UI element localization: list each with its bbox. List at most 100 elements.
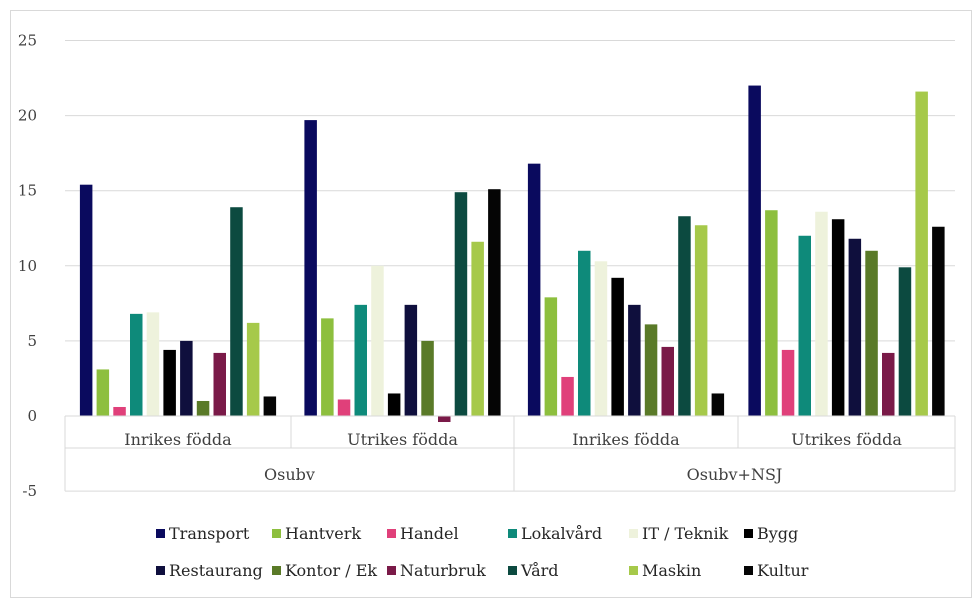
bar-transport bbox=[527, 163, 541, 416]
legend-item: Restaurang bbox=[156, 561, 263, 580]
bar-handel bbox=[113, 406, 126, 416]
bar-handel bbox=[781, 349, 795, 416]
legend-swatch bbox=[387, 529, 396, 538]
legend-swatch bbox=[744, 566, 753, 575]
legend-swatch bbox=[387, 566, 396, 575]
bar-bygg bbox=[163, 349, 176, 416]
bar-naturbruk bbox=[213, 352, 226, 416]
bar-v-rd bbox=[230, 207, 243, 416]
bar-hantverk bbox=[544, 297, 558, 416]
legend: Transport Hantverk Handel Lokalvård IT / Tek… bbox=[156, 524, 809, 580]
bar-restaurang bbox=[848, 238, 862, 416]
bar-kultur bbox=[488, 189, 501, 416]
bar-it-teknik bbox=[146, 312, 160, 416]
legend-label: Lokalvård bbox=[521, 524, 602, 543]
y-tick-label: 5 bbox=[27, 332, 37, 350]
bar-restaurang bbox=[180, 340, 193, 416]
bars bbox=[79, 85, 945, 423]
bar-naturbruk bbox=[661, 346, 674, 416]
legend-label: Vård bbox=[520, 561, 559, 580]
bar-v-rd bbox=[678, 216, 691, 416]
legend-label: Kultur bbox=[757, 561, 809, 580]
bar-transport bbox=[79, 184, 93, 416]
legend-item: Maskin bbox=[629, 561, 701, 580]
bar-handel bbox=[561, 376, 574, 416]
legend-item: Kontor / Ek bbox=[272, 561, 377, 580]
chart-frame: 25 20 15 10 5 0 -5 Inrikes födda Utrikes födda O… bbox=[10, 10, 972, 598]
legend-swatch bbox=[508, 566, 517, 575]
bar-v-rd bbox=[454, 192, 468, 416]
bar-it-teknik bbox=[594, 261, 608, 416]
category-label: Utrikes födda bbox=[347, 430, 458, 449]
bar-lokalv-rd bbox=[354, 304, 367, 416]
category-label: Utrikes födda bbox=[791, 430, 902, 449]
bar-transport bbox=[304, 120, 317, 416]
legend-label: Restaurang bbox=[169, 561, 263, 580]
bar-hantverk bbox=[765, 210, 778, 416]
legend-swatch bbox=[508, 529, 517, 538]
legend-item: Transport bbox=[156, 524, 250, 543]
bar-hantverk bbox=[96, 369, 110, 416]
bar-transport bbox=[748, 85, 761, 416]
category-label: Inrikes födda bbox=[572, 430, 680, 449]
y-tick-label: 10 bbox=[18, 257, 37, 275]
y-tick-label: 15 bbox=[18, 182, 37, 200]
legend-swatch bbox=[272, 529, 281, 538]
bar-it-teknik bbox=[371, 265, 384, 416]
bar-naturbruk bbox=[438, 416, 451, 423]
bar-v-rd bbox=[898, 267, 912, 416]
group-label: Osubv+NSJ bbox=[687, 465, 783, 484]
legend-item: Vård bbox=[508, 561, 559, 580]
bar-kontor-ek bbox=[644, 324, 658, 416]
group-label: Osubv bbox=[264, 465, 315, 484]
bar-it-teknik bbox=[815, 211, 828, 416]
bar-lokalv-rd bbox=[578, 250, 591, 416]
y-tick-label: 0 bbox=[27, 407, 37, 425]
y-tick-label: 25 bbox=[18, 32, 37, 50]
bar-bygg bbox=[831, 219, 845, 416]
legend-label: IT / Teknik bbox=[642, 524, 729, 543]
legend-swatch bbox=[272, 566, 281, 575]
bar-maskin bbox=[915, 91, 928, 417]
bar-lokalv-rd bbox=[130, 313, 143, 416]
legend-swatch bbox=[744, 529, 753, 538]
bar-kultur bbox=[263, 396, 277, 416]
bar-kontor-ek bbox=[196, 400, 210, 416]
bar-kultur bbox=[932, 226, 945, 416]
legend-label: Kontor / Ek bbox=[285, 561, 377, 580]
bar-bygg bbox=[611, 277, 624, 416]
bar-lokalv-rd bbox=[798, 235, 811, 416]
legend-item: Kultur bbox=[744, 561, 809, 580]
legend-item: Bygg bbox=[744, 524, 798, 543]
bar-kontor-ek bbox=[865, 250, 878, 416]
legend-item: Naturbruk bbox=[387, 561, 486, 580]
legend-label: Transport bbox=[169, 524, 250, 543]
category-axis: Inrikes födda Utrikes födda Osubv Inrikes f… bbox=[64, 415, 956, 492]
legend-item: Handel bbox=[387, 524, 459, 543]
legend-swatch bbox=[156, 566, 165, 575]
legend-swatch bbox=[156, 529, 165, 538]
category-label: Inrikes födda bbox=[124, 430, 232, 449]
bar-maskin bbox=[246, 322, 260, 416]
legend-item: Hantverk bbox=[272, 524, 361, 543]
bar-restaurang bbox=[628, 304, 641, 416]
bar-naturbruk bbox=[882, 352, 895, 416]
bar-kontor-ek bbox=[421, 340, 434, 416]
bar-bygg bbox=[387, 393, 401, 416]
bar-kultur bbox=[711, 393, 725, 416]
bar-handel bbox=[337, 399, 351, 416]
legend-swatch bbox=[629, 566, 638, 575]
legend-label: Maskin bbox=[642, 561, 701, 580]
legend-swatch bbox=[629, 529, 638, 538]
y-tick-label: 20 bbox=[18, 107, 37, 125]
bar-hantverk bbox=[321, 318, 334, 416]
legend-item: Lokalvård bbox=[508, 524, 602, 543]
bar-restaurang bbox=[404, 304, 418, 416]
legend-label: Handel bbox=[400, 524, 459, 543]
bar-maskin bbox=[471, 241, 484, 416]
legend-label: Bygg bbox=[757, 524, 798, 543]
bar-maskin bbox=[694, 225, 708, 416]
legend-item: IT / Teknik bbox=[629, 524, 729, 543]
y-axis-ticks: 25 20 15 10 5 0 -5 bbox=[18, 32, 37, 501]
legend-label: Hantverk bbox=[285, 524, 361, 543]
